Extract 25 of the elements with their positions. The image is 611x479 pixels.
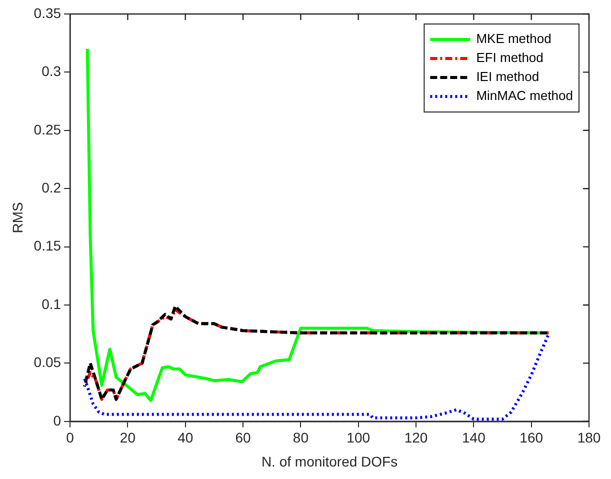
- y-tick-label: 0.3: [42, 63, 62, 80]
- y-tick-label: 0.05: [34, 354, 62, 370]
- x-tick-label: 100: [346, 430, 370, 446]
- y-axis-title: RMS: [9, 202, 26, 234]
- x-tick-label: 120: [404, 430, 428, 446]
- x-tick-label: 20: [120, 430, 136, 446]
- legend-label: EFI method: [476, 50, 544, 66]
- y-tick-label: 0: [53, 412, 62, 428]
- x-tick-label: 40: [178, 430, 194, 446]
- x-tick-label: 180: [577, 430, 601, 446]
- legend-label: MinMAC method: [476, 88, 574, 104]
- x-tick-label: 80: [292, 430, 309, 446]
- y-tick-label: 0.1: [42, 296, 62, 312]
- legend-label: MKE method: [476, 31, 552, 46]
- x-axis-title: N. of monitored DOFs: [261, 453, 398, 470]
- y-tick-label: 0.2: [42, 179, 62, 196]
- legend-label: IEI method: [476, 69, 540, 84]
- y-tick-label: 0.35: [34, 4, 62, 21]
- y-tick-label: 0.25: [34, 121, 62, 138]
- y-tick-label: 0.15: [34, 238, 62, 254]
- line-series: [82, 332, 550, 421]
- x-tick-label: 140: [462, 430, 486, 446]
- x-tick-label: 60: [235, 430, 252, 446]
- x-tick-label: 160: [520, 430, 544, 446]
- x-tick-label: 0: [66, 430, 74, 446]
